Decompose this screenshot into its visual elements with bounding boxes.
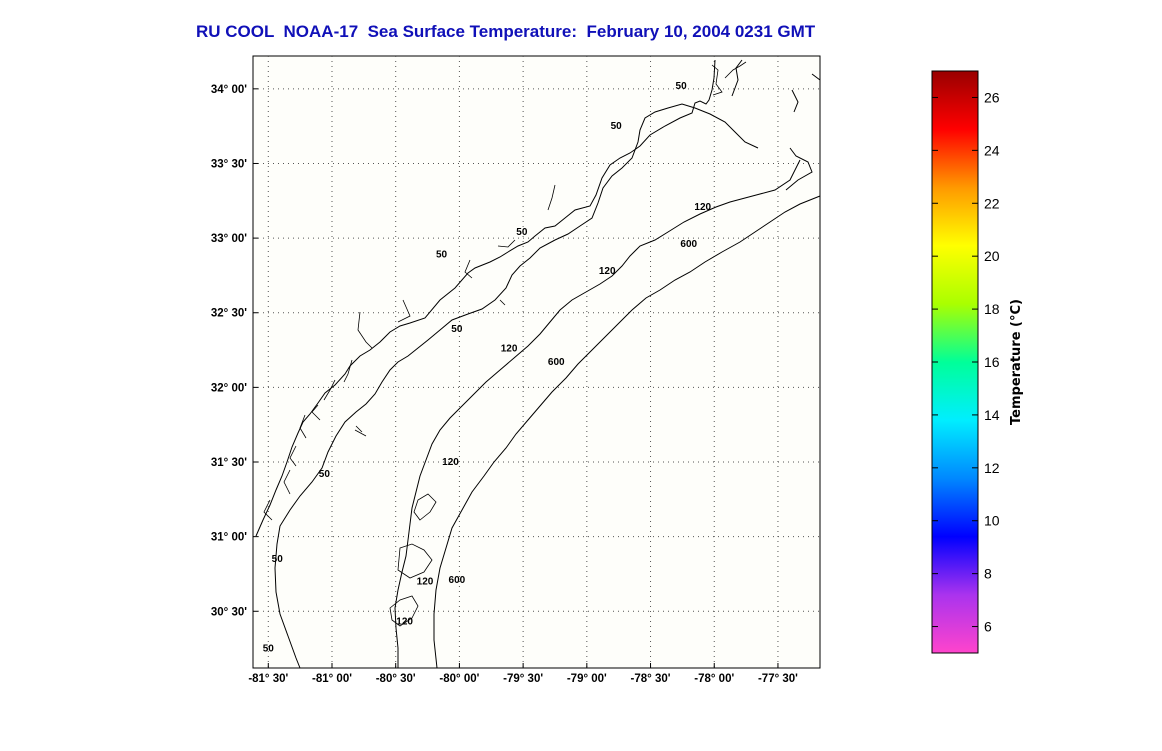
lon-tick-label: -79° 30'	[503, 673, 543, 685]
colorbar-tick-label: 24	[984, 142, 1000, 158]
colorbar-title: Temperature (°C)	[1009, 299, 1024, 425]
contour-label: 600	[449, 575, 466, 586]
lon-tick-label: -79° 00'	[567, 673, 607, 685]
colorbar-tick-label: 12	[984, 460, 1000, 476]
colorbar-tick-label: 8	[984, 566, 992, 582]
lat-tick-label: 32° 00'	[211, 382, 247, 394]
map-frame	[252, 55, 821, 669]
lat-tick-label: 30° 30'	[211, 606, 247, 618]
colorbar-tick-label: 16	[984, 354, 1000, 370]
contour-label: 600	[680, 239, 697, 250]
contour-label: 120	[501, 344, 518, 355]
contour-label: 50	[263, 644, 275, 655]
coastline	[255, 59, 716, 537]
colorbar-tick-label: 14	[984, 407, 1000, 423]
isobath-600m	[433, 195, 821, 669]
colorbar-tick-label: 22	[984, 195, 1000, 211]
contour-label: 120	[694, 202, 711, 213]
isobath-120m	[394, 159, 801, 668]
colorbar-tick-label: 20	[984, 248, 1000, 264]
contour-label: 50	[611, 121, 623, 132]
figure-title: RU COOL NOAA-17 Sea Surface Temperature:…	[196, 22, 816, 41]
isobath-120m-blobs	[354, 299, 506, 627]
lon-tick-label: -80° 30'	[376, 673, 416, 685]
lat-tick-label: 31° 00'	[211, 532, 247, 544]
colorbar-ticks: 26 24 22 20 18 16 14 12 10 8 6	[932, 89, 1000, 635]
contour-label: 50	[676, 81, 688, 92]
contour-label: 50	[319, 469, 331, 480]
lat-tick-label: 33° 30'	[211, 158, 247, 170]
longitude-ticks: -81° 30' -81° 00' -80° 30' -80° 00' -79° 30'…	[248, 663, 798, 685]
contour-label: 600	[548, 357, 565, 368]
colorbar	[931, 70, 979, 654]
contour-label: 120	[396, 617, 413, 628]
contour-labels: 50 50 50 50 50 50 50 50 120 120 120 120 120 120 600 600…	[263, 81, 712, 655]
lon-tick-label: -80° 00'	[439, 673, 479, 685]
lat-tick-label: 32° 30'	[211, 308, 247, 320]
contour-label: 120	[442, 457, 459, 468]
graticule-grid	[253, 56, 820, 668]
contour-label: 50	[516, 227, 528, 238]
lon-tick-label: -81° 00'	[312, 673, 352, 685]
colorbar-tick-label: 18	[984, 301, 1000, 317]
contour-label: 120	[417, 576, 434, 587]
contour-label: 120	[599, 266, 616, 277]
colorbar-tick-label: 6	[984, 619, 992, 635]
colorbar-tick-label: 10	[984, 513, 1000, 529]
lon-tick-label: -78° 00'	[694, 673, 734, 685]
lat-tick-label: 34° 00'	[211, 84, 247, 96]
contour-label: 50	[436, 250, 448, 261]
latitude-ticks: 34° 00' 33° 30' 33° 00' 32° 30' 32° 00' 31° 3…	[211, 84, 258, 618]
isobath-50m-north	[731, 59, 821, 191]
contour-label: 50	[451, 324, 463, 335]
isobath-50m	[274, 103, 759, 669]
lon-tick-label: -77° 30'	[758, 673, 798, 685]
colorbar-tick-label: 26	[984, 89, 1000, 105]
lat-tick-label: 33° 00'	[211, 233, 247, 245]
lon-tick-label: -78° 30'	[631, 673, 671, 685]
lat-tick-label: 31° 30'	[211, 457, 247, 469]
contour-label: 50	[272, 554, 284, 565]
lon-tick-label: -81° 30'	[248, 673, 288, 685]
